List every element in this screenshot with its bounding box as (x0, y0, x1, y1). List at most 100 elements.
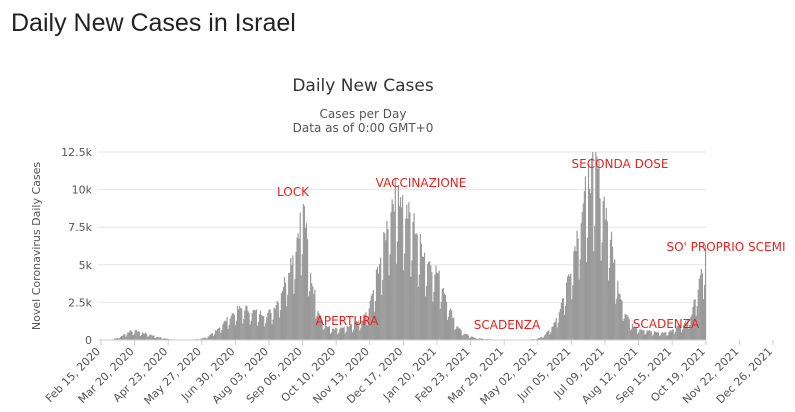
bar (346, 325, 348, 340)
bar (666, 335, 668, 340)
bar (373, 311, 375, 340)
bar (430, 265, 432, 340)
bar (678, 326, 681, 340)
bar (671, 329, 673, 340)
bar (670, 331, 672, 340)
bar (126, 335, 128, 340)
bar (300, 275, 302, 340)
bar (119, 336, 122, 340)
bar (127, 332, 129, 340)
bar (285, 282, 287, 340)
bar (117, 338, 120, 340)
bar (129, 330, 131, 340)
bar (449, 310, 451, 340)
bar (475, 337, 477, 340)
bar (581, 212, 583, 340)
bar (656, 331, 659, 340)
bar (150, 334, 152, 340)
bar (633, 326, 636, 340)
bar (272, 319, 274, 340)
bar (380, 257, 382, 340)
bar (167, 338, 170, 340)
bar (624, 313, 626, 340)
bar (408, 202, 410, 340)
bar (316, 315, 318, 340)
bar (152, 335, 154, 340)
bar (537, 338, 539, 340)
bar (326, 326, 328, 340)
bar (462, 335, 464, 340)
bar (330, 332, 333, 340)
bar (379, 263, 381, 340)
bar (418, 274, 420, 340)
bar (164, 338, 167, 340)
bar (598, 160, 600, 340)
bar (646, 330, 648, 340)
bar (315, 318, 317, 340)
bar (157, 337, 159, 340)
bar (377, 273, 380, 340)
bar (699, 275, 701, 340)
bar (422, 256, 425, 340)
bar (468, 337, 471, 340)
bar (610, 231, 613, 340)
bar (568, 274, 570, 340)
bar (645, 333, 647, 340)
bar (615, 303, 617, 340)
bar (347, 326, 349, 340)
bar (203, 337, 205, 340)
bar (204, 337, 206, 340)
bar (650, 331, 652, 340)
bar (237, 309, 240, 340)
bar (620, 299, 622, 340)
bar (128, 332, 130, 340)
bar (596, 156, 598, 340)
bar (639, 329, 641, 340)
bar (371, 293, 373, 340)
bar (697, 289, 699, 340)
bar (142, 333, 145, 340)
bar (469, 337, 472, 340)
bar (333, 328, 335, 340)
bar (701, 273, 704, 340)
bar (265, 323, 267, 340)
bar (662, 332, 664, 340)
bar (584, 176, 587, 340)
bar (677, 325, 679, 340)
bar (579, 259, 581, 340)
bar (275, 304, 277, 340)
bar (569, 276, 571, 340)
annotation-label: SO' PROPRIO SCEMI (666, 240, 785, 254)
bar (281, 291, 284, 340)
bar (618, 293, 620, 340)
bar (146, 333, 148, 340)
bar (570, 273, 572, 340)
bar (304, 227, 307, 340)
bar (293, 293, 295, 340)
bar (416, 234, 418, 340)
bar (217, 328, 219, 340)
bar (375, 269, 378, 340)
bar (353, 322, 356, 340)
bar (260, 315, 263, 340)
bar (223, 321, 225, 340)
bar (301, 254, 303, 340)
bar (661, 333, 663, 340)
bar (479, 338, 481, 340)
bar (271, 324, 273, 340)
bar (631, 323, 634, 340)
bar (692, 306, 694, 340)
bar (593, 251, 595, 340)
bar (374, 300, 377, 340)
bar (397, 185, 400, 340)
bar (328, 326, 331, 340)
bar (163, 338, 165, 340)
bar (239, 306, 241, 340)
bar (350, 324, 352, 340)
bar (322, 329, 324, 340)
bar (395, 263, 397, 340)
bar (540, 337, 543, 340)
bar (250, 320, 252, 340)
